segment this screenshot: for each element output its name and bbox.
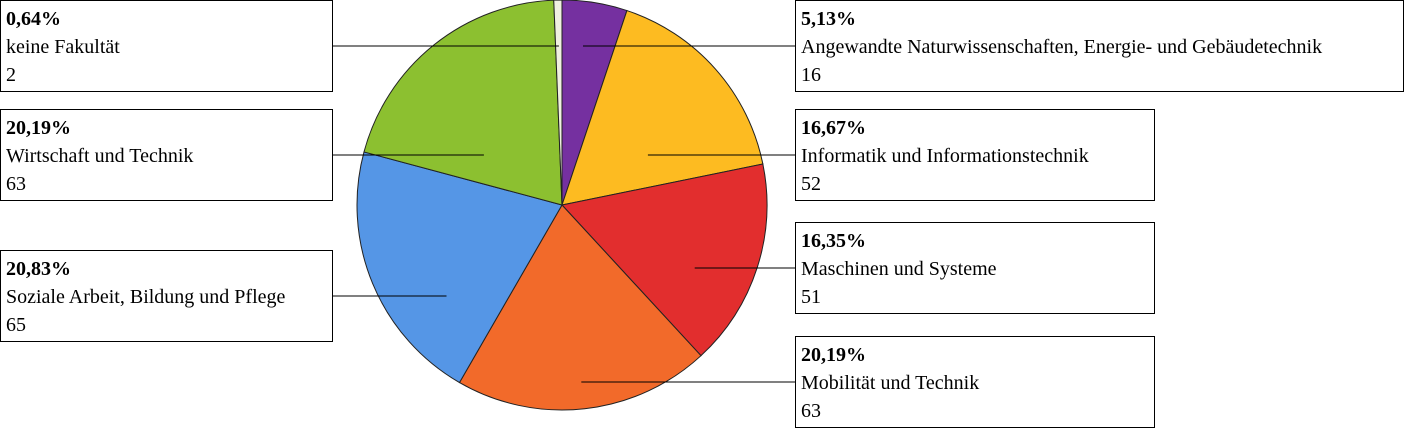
slice-percent-label: 16,67% bbox=[801, 117, 866, 139]
pie-slice bbox=[458, 204, 702, 411]
label-box-informatik: 16,67% Informatik und Informationstechni… bbox=[795, 109, 1155, 201]
slice-category-label: Angewandte Naturwissenschaften, Energie-… bbox=[801, 36, 1323, 58]
pie-slice bbox=[363, 0, 563, 206]
pie-slice bbox=[356, 151, 563, 384]
label-box-keine-fakultaet: 0,64% keine Fakultät 2 bbox=[0, 0, 333, 92]
slice-percent-label: 5,13% bbox=[801, 8, 856, 30]
slice-category-label: Maschinen und Systeme bbox=[801, 258, 997, 280]
label-box-wirtschaft: 20,19% Wirtschaft und Technik 63 bbox=[0, 109, 333, 201]
slice-count-label: 65 bbox=[6, 314, 26, 336]
slice-category-label: keine Fakultät bbox=[6, 36, 120, 58]
label-box-maschinen: 16,35% Maschinen und Systeme 51 bbox=[795, 222, 1155, 314]
slice-category-label: Wirtschaft und Technik bbox=[6, 145, 194, 167]
slice-category-label: Informatik und Informationstechnik bbox=[801, 145, 1089, 167]
slice-percent-label: 0,64% bbox=[6, 8, 61, 30]
pie-slices bbox=[356, 0, 768, 411]
slice-count-label: 16 bbox=[801, 64, 821, 86]
slice-count-label: 63 bbox=[801, 400, 821, 422]
label-box-angewandte: 5,13% Angewandte Naturwissenschaften, En… bbox=[795, 0, 1404, 92]
pie-slice bbox=[553, 0, 563, 206]
slice-percent-label: 20,83% bbox=[6, 258, 71, 280]
slice-count-label: 63 bbox=[6, 173, 26, 195]
pie-slice bbox=[561, 9, 764, 206]
label-box-mobilitaet: 20,19% Mobilität und Technik 63 bbox=[795, 336, 1155, 428]
slice-count-label: 2 bbox=[6, 64, 16, 86]
slice-percent-label: 16,35% bbox=[801, 230, 866, 252]
slice-category-label: Mobilität und Technik bbox=[801, 372, 980, 394]
slice-category-label: Soziale Arbeit, Bildung und Pflege bbox=[6, 286, 286, 308]
leader-lines bbox=[333, 45, 795, 383]
slice-percent-label: 20,19% bbox=[801, 344, 866, 366]
slice-percent-label: 20,19% bbox=[6, 117, 71, 139]
slice-count-label: 51 bbox=[801, 286, 821, 308]
label-box-soziale-arbeit: 20,83% Soziale Arbeit, Bildung und Pfleg… bbox=[0, 250, 333, 342]
slice-count-label: 52 bbox=[801, 173, 821, 195]
